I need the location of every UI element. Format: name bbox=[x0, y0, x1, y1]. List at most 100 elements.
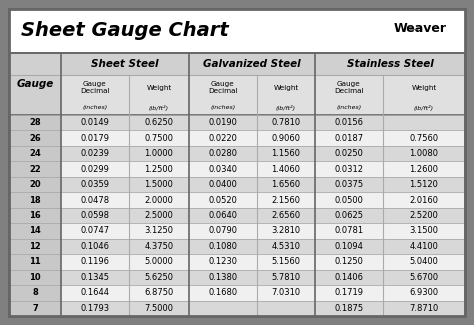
Bar bbox=[9, 9, 465, 53]
Text: 5.7810: 5.7810 bbox=[272, 273, 301, 282]
Text: 1.0000: 1.0000 bbox=[145, 149, 173, 158]
Bar bbox=[61, 254, 465, 270]
Text: 22: 22 bbox=[29, 165, 41, 174]
Bar bbox=[9, 162, 61, 177]
Text: 0.0156: 0.0156 bbox=[335, 118, 364, 127]
Bar bbox=[9, 270, 61, 285]
Bar bbox=[61, 239, 465, 254]
Text: 0.7500: 0.7500 bbox=[145, 134, 173, 143]
Text: 6.8750: 6.8750 bbox=[145, 288, 173, 297]
Text: 1.6560: 1.6560 bbox=[272, 180, 301, 189]
Text: 5.1560: 5.1560 bbox=[272, 257, 301, 266]
Text: Sheet Gauge Chart: Sheet Gauge Chart bbox=[21, 21, 229, 41]
Text: Galvanized Steel: Galvanized Steel bbox=[203, 59, 301, 69]
Text: (inches): (inches) bbox=[337, 105, 362, 110]
Bar bbox=[9, 192, 61, 208]
Text: 3.1250: 3.1250 bbox=[145, 227, 173, 235]
Bar bbox=[61, 162, 465, 177]
Text: 7.0310: 7.0310 bbox=[272, 288, 301, 297]
Text: 0.0299: 0.0299 bbox=[81, 165, 109, 174]
Text: 4.5310: 4.5310 bbox=[272, 242, 301, 251]
Bar bbox=[9, 285, 61, 301]
Text: 2.6560: 2.6560 bbox=[272, 211, 301, 220]
Text: 7.8710: 7.8710 bbox=[410, 304, 438, 313]
Text: 16: 16 bbox=[29, 211, 41, 220]
Text: 0.0359: 0.0359 bbox=[81, 180, 109, 189]
Text: 18: 18 bbox=[29, 196, 41, 204]
Text: 0.1250: 0.1250 bbox=[335, 257, 364, 266]
Text: 1.5120: 1.5120 bbox=[410, 180, 438, 189]
Text: 0.0280: 0.0280 bbox=[209, 149, 237, 158]
Text: 3.1500: 3.1500 bbox=[410, 227, 438, 235]
Text: Gauge
Decimal: Gauge Decimal bbox=[334, 81, 364, 94]
Text: 5.0400: 5.0400 bbox=[410, 257, 438, 266]
Text: 5.6250: 5.6250 bbox=[145, 273, 173, 282]
Text: Gauge
Decimal: Gauge Decimal bbox=[80, 81, 110, 94]
Text: 0.0781: 0.0781 bbox=[335, 227, 364, 235]
Bar bbox=[61, 223, 465, 239]
Text: 0.1380: 0.1380 bbox=[209, 273, 237, 282]
Text: Weight: Weight bbox=[273, 85, 299, 91]
Text: 2.0000: 2.0000 bbox=[145, 196, 173, 204]
Bar bbox=[315, 53, 465, 75]
Bar bbox=[61, 177, 465, 192]
Text: 1.0080: 1.0080 bbox=[410, 149, 438, 158]
Text: 1.5000: 1.5000 bbox=[145, 180, 173, 189]
Text: 20: 20 bbox=[29, 180, 41, 189]
Bar bbox=[9, 146, 61, 162]
Text: 0.0375: 0.0375 bbox=[335, 180, 364, 189]
Text: 14: 14 bbox=[29, 227, 41, 235]
Text: Weight: Weight bbox=[411, 85, 437, 91]
Bar bbox=[189, 53, 315, 75]
Bar bbox=[9, 239, 61, 254]
Text: 0.0179: 0.0179 bbox=[81, 134, 109, 143]
Text: 1.2500: 1.2500 bbox=[145, 165, 173, 174]
Text: 0.0625: 0.0625 bbox=[335, 211, 364, 220]
Bar bbox=[61, 208, 465, 223]
Bar bbox=[9, 301, 61, 316]
Text: 0.0747: 0.0747 bbox=[81, 227, 109, 235]
Text: 28: 28 bbox=[29, 118, 41, 127]
Text: 0.7810: 0.7810 bbox=[272, 118, 301, 127]
Text: Weaver: Weaver bbox=[394, 22, 447, 35]
Text: 0.1046: 0.1046 bbox=[81, 242, 109, 251]
Text: 0.0220: 0.0220 bbox=[209, 134, 237, 143]
Text: (lb/ft²): (lb/ft²) bbox=[414, 105, 434, 111]
Text: 0.0250: 0.0250 bbox=[335, 149, 364, 158]
Bar bbox=[9, 208, 61, 223]
Text: 0.1644: 0.1644 bbox=[81, 288, 109, 297]
Text: Gauge
Decimal: Gauge Decimal bbox=[208, 81, 238, 94]
Text: 0.9060: 0.9060 bbox=[272, 134, 301, 143]
Text: 2.1560: 2.1560 bbox=[272, 196, 301, 204]
Bar bbox=[9, 177, 61, 192]
Text: 3.2810: 3.2810 bbox=[272, 227, 301, 235]
Bar bbox=[9, 254, 61, 270]
Text: 5.6700: 5.6700 bbox=[410, 273, 438, 282]
Text: —: — bbox=[409, 24, 419, 34]
Text: 7: 7 bbox=[32, 304, 38, 313]
Bar bbox=[61, 301, 465, 316]
Text: (lb/ft²): (lb/ft²) bbox=[276, 105, 296, 111]
Text: 0.1094: 0.1094 bbox=[335, 242, 364, 251]
Text: 0.0340: 0.0340 bbox=[209, 165, 237, 174]
Text: 0.1793: 0.1793 bbox=[81, 304, 109, 313]
Text: 24: 24 bbox=[29, 149, 41, 158]
Text: 0.1196: 0.1196 bbox=[81, 257, 109, 266]
Text: Stainless Steel: Stainless Steel bbox=[346, 59, 433, 69]
Bar bbox=[9, 53, 61, 115]
Text: 0.1080: 0.1080 bbox=[209, 242, 237, 251]
Text: 26: 26 bbox=[29, 134, 41, 143]
Text: 0.0190: 0.0190 bbox=[209, 118, 237, 127]
Text: 1.4060: 1.4060 bbox=[272, 165, 301, 174]
Text: 5.0000: 5.0000 bbox=[145, 257, 173, 266]
Text: 0.0400: 0.0400 bbox=[209, 180, 237, 189]
Text: (inches): (inches) bbox=[82, 105, 108, 110]
Bar bbox=[61, 53, 189, 75]
Bar bbox=[61, 146, 465, 162]
Text: 0.0478: 0.0478 bbox=[81, 196, 109, 204]
Text: 0.0520: 0.0520 bbox=[209, 196, 237, 204]
Text: (lb/ft²): (lb/ft²) bbox=[149, 105, 169, 111]
Text: 12: 12 bbox=[29, 242, 41, 251]
Bar bbox=[61, 115, 465, 130]
Bar bbox=[61, 285, 465, 301]
